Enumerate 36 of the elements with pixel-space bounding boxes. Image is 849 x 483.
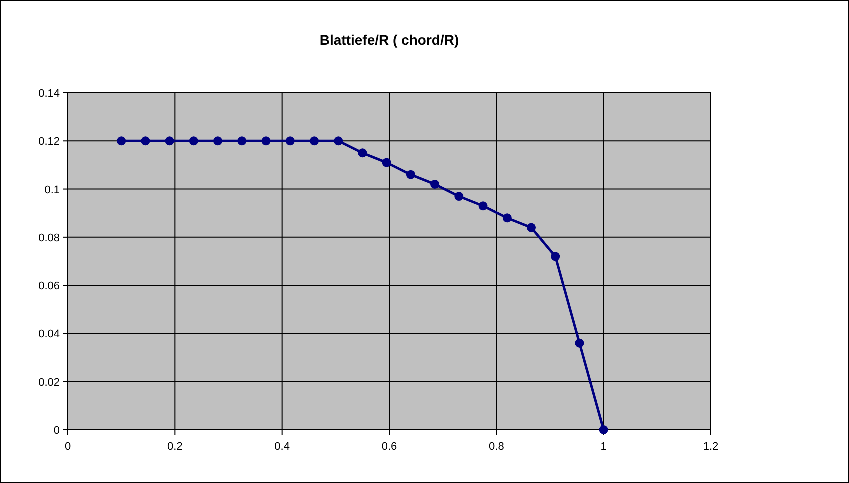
point — [478, 202, 488, 211]
x-tick-label: 0.6 — [382, 441, 398, 453]
point — [214, 136, 223, 146]
point — [575, 338, 584, 348]
point — [502, 214, 512, 223]
point — [382, 158, 392, 168]
point — [117, 136, 126, 146]
point — [454, 192, 464, 202]
x-tick-label: 1.2 — [703, 441, 719, 453]
y-tick-label: 0.02 — [38, 376, 60, 389]
x-tick-label: 0.2 — [168, 441, 183, 453]
point — [238, 136, 247, 146]
point — [286, 136, 295, 146]
y-tick-label: 0.14 — [38, 88, 60, 100]
x-tick-label: 0 — [64, 441, 72, 453]
y-tick-label: 0.08 — [38, 232, 60, 244]
point — [406, 170, 416, 180]
x-tick-label: 0.8 — [489, 441, 504, 453]
point — [141, 136, 150, 146]
point — [310, 136, 319, 146]
x-tick-label: 1 — [600, 441, 607, 453]
point — [526, 223, 536, 232]
y-tick-label: 0.06 — [38, 280, 60, 293]
point — [334, 136, 344, 146]
y-tick-label: 0 — [54, 425, 60, 437]
point — [165, 136, 174, 146]
y-tick-label: 0.1 — [44, 184, 60, 196]
chart-title: Blattiefe/R ( chord/R) — [320, 32, 460, 48]
point — [189, 136, 198, 146]
point — [262, 136, 271, 146]
point — [430, 180, 440, 189]
y-tick-label: 0.12 — [38, 136, 60, 148]
point — [358, 148, 368, 158]
point — [551, 252, 560, 262]
x-tick-label: 0.4 — [274, 441, 290, 453]
y-tick-label: 0.04 — [38, 328, 60, 341]
